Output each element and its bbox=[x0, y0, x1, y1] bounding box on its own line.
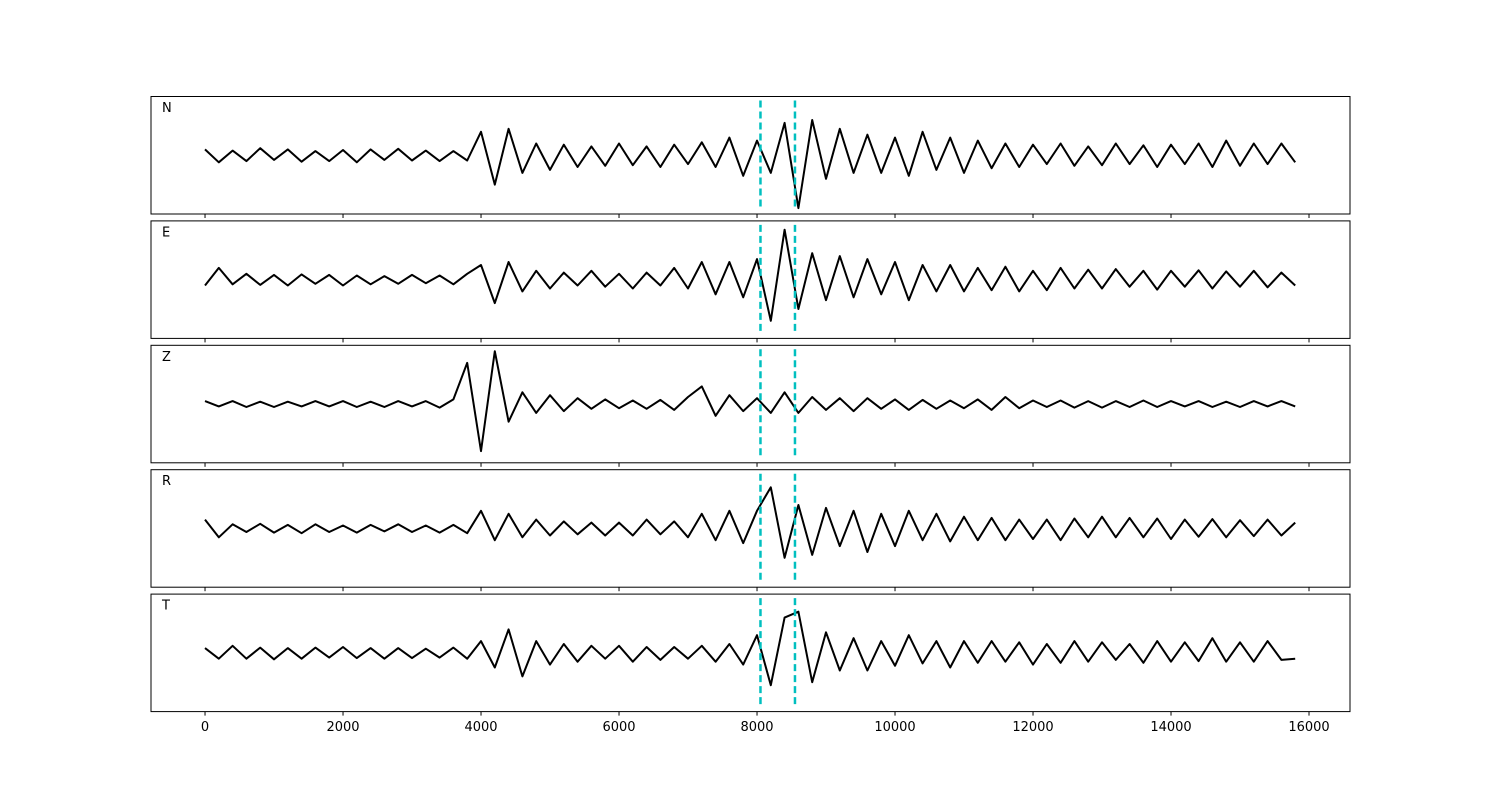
panel-label: N bbox=[162, 101, 172, 116]
panel-frame bbox=[150, 344, 1351, 464]
panel-label: Z bbox=[162, 350, 171, 365]
x-tick-label: 16000 bbox=[1288, 720, 1329, 735]
x-tick-label: 12000 bbox=[1012, 720, 1053, 735]
x-tick-label: 4000 bbox=[464, 720, 497, 735]
panel-frame bbox=[150, 96, 1351, 215]
x-tick-label: 6000 bbox=[602, 720, 635, 735]
x-tick-label: 0 bbox=[201, 720, 209, 735]
panel-label: E bbox=[162, 225, 170, 240]
panel-frame bbox=[150, 220, 1351, 339]
x-tick-label: 2000 bbox=[326, 720, 359, 735]
waveform bbox=[204, 350, 1296, 453]
panel-frame bbox=[150, 469, 1351, 588]
panel-label: R bbox=[162, 474, 171, 489]
waveform bbox=[204, 119, 1297, 210]
x-tick-label: 10000 bbox=[874, 720, 915, 735]
waveform bbox=[204, 228, 1296, 322]
waveform bbox=[204, 610, 1296, 687]
waveform bbox=[204, 486, 1296, 559]
x-tick-label: 14000 bbox=[1150, 720, 1191, 735]
x-tick-label: 8000 bbox=[740, 720, 773, 735]
panel-label: T bbox=[161, 599, 170, 614]
panel-frame bbox=[150, 593, 1351, 713]
